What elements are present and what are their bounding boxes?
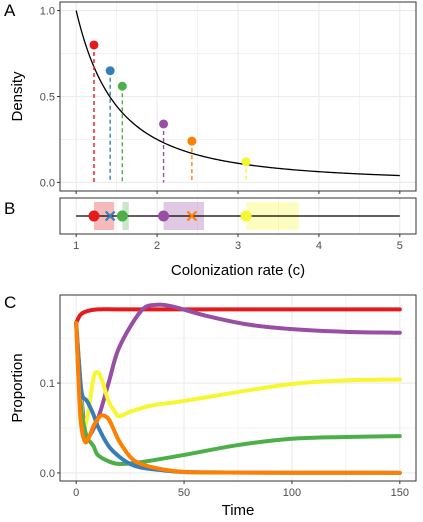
y-axis-title: Density — [9, 71, 26, 122]
y-tick-label: 0.1 — [40, 378, 55, 390]
x-tick-label: 5 — [397, 240, 403, 252]
x-tick-label: 3 — [235, 240, 241, 252]
series-red — [74, 307, 402, 325]
point-yellow — [241, 157, 251, 167]
x-tick-label: 0 — [73, 487, 79, 499]
y-axis-title: Proportion — [9, 353, 26, 422]
density-curve — [75, 10, 400, 177]
y-tick-label: 1.0 — [40, 6, 55, 18]
point-purple — [159, 119, 169, 129]
y-tick-label: 0.0 — [40, 468, 55, 480]
y-tick-label: 0.5 — [40, 92, 55, 104]
panel-label: C — [4, 293, 16, 312]
x-axis-title: Colonization rate (c) — [171, 262, 305, 279]
point-orange — [186, 210, 198, 222]
x-tick-label: 50 — [178, 487, 190, 499]
panel-c-border — [59, 294, 417, 482]
point-blue — [105, 66, 115, 76]
x-tick-label: 1 — [73, 240, 79, 252]
x-tick-label: 150 — [391, 487, 409, 499]
x-axis-title: Time — [222, 502, 255, 519]
panel-label: A — [4, 1, 16, 20]
x-tick-label: 2 — [154, 240, 160, 252]
y-tick-label: 0.0 — [40, 177, 55, 189]
series-orange — [74, 320, 402, 475]
x-tick-label: 4 — [316, 240, 322, 252]
panel-a: 0.0 0.5 1.0 Density A — [4, 1, 417, 194]
point-orange — [187, 136, 197, 146]
point-green — [116, 210, 128, 222]
panel-b: 1 2 3 4 5 Colonization rate (c) B — [4, 197, 417, 279]
panel-label: B — [4, 199, 15, 218]
x-tick-label: 100 — [283, 487, 301, 499]
point-purple — [158, 210, 170, 222]
series-yellow — [74, 320, 402, 430]
panel-c: 0.0 0.1 0 50 100 150 Time Proportion C — [4, 293, 417, 519]
point-red — [88, 210, 100, 222]
point-green — [117, 81, 127, 91]
point-yellow — [240, 210, 252, 222]
point-red — [89, 40, 99, 50]
point-blue — [104, 210, 116, 222]
